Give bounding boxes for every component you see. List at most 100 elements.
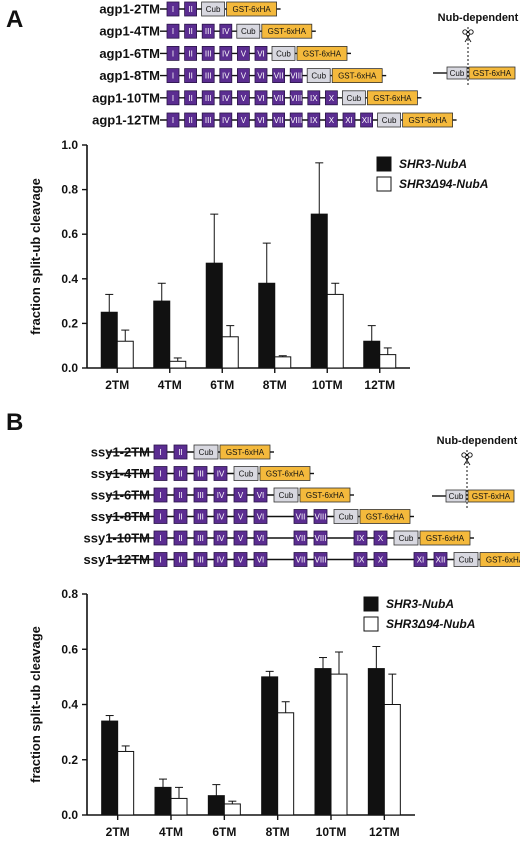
- tm-segment-box: [253, 552, 268, 567]
- bar-shr3-nuba: [367, 668, 385, 816]
- tm-segment-label: III: [205, 72, 212, 81]
- y-tick-label: 0.6: [61, 642, 78, 656]
- cub-box: [236, 23, 261, 39]
- tm-segment-label: VII: [274, 94, 284, 103]
- cub-label: Cub: [279, 491, 294, 500]
- x-tick-label: 6TM: [210, 378, 234, 392]
- gst-6xha-label: GST-6xHA: [306, 491, 345, 500]
- gst-6xha-label: GST-6xHA: [373, 94, 412, 103]
- x-tick-label: 8TM: [266, 825, 290, 839]
- tm-segment-box: [173, 444, 188, 460]
- bar-shr3d94-nuba: [379, 354, 397, 369]
- tm-segment-box: [193, 487, 208, 503]
- tm-segment-label: VII: [274, 72, 284, 81]
- tm-segment-label: V: [241, 116, 247, 125]
- tm-segment-box: [254, 46, 268, 61]
- tm-segment-label: XI: [417, 556, 425, 565]
- tm-segment-box: [324, 90, 338, 106]
- tm-segment-label: III: [197, 470, 204, 479]
- x-tick-label: 10TM: [312, 378, 343, 392]
- x-tick-label: 12TM: [369, 825, 400, 839]
- x-tick-label: 4TM: [159, 825, 183, 839]
- tm-segment-label: IV: [222, 94, 230, 103]
- tm-segment-label: IV: [222, 49, 230, 58]
- cub-box: [341, 90, 366, 106]
- cub-label: Cub: [241, 27, 256, 36]
- x-tick-label: 12TM: [364, 378, 395, 392]
- tm-segment-box: [293, 509, 308, 524]
- tm-segment-label: III: [205, 49, 212, 58]
- tm-segment-box: [219, 90, 233, 106]
- tm-segment-box: [236, 112, 250, 128]
- cub-label: Cub: [399, 534, 414, 543]
- tm-segment-label: XII: [436, 556, 446, 565]
- tm-segment-box: [233, 509, 248, 524]
- tm-segment-label: III: [205, 27, 212, 36]
- gst-6xha-label: GST-6xHA: [486, 556, 520, 565]
- bar-shr3-nuba: [101, 720, 119, 816]
- tm-segment-box: [153, 509, 168, 524]
- tm-segment-label: I: [159, 513, 161, 522]
- y-tick-label: 0.8: [61, 183, 78, 197]
- bar-shr3d94-nuba: [117, 750, 135, 816]
- tm-segment-box: [307, 90, 321, 106]
- gst-6xha-label: GST-6xHA: [408, 116, 447, 125]
- bar-shr3d94-nuba: [116, 340, 134, 369]
- tm-segment-label: VI: [257, 72, 265, 81]
- tm-segment-label: VI: [257, 94, 265, 103]
- legend-swatch: [363, 596, 379, 612]
- tm-segment-label: XI: [345, 116, 353, 125]
- tm-segment-label: I: [159, 534, 161, 543]
- tm-segment-label: VI: [257, 534, 265, 543]
- bar-shr3-nuba: [314, 668, 332, 816]
- cub-box: [377, 112, 402, 128]
- tm-segment-box: [219, 112, 233, 128]
- bar-shr3-nuba: [205, 262, 223, 369]
- construct-label: agp1-8TM: [99, 68, 160, 83]
- tm-segment-box: [373, 552, 388, 567]
- tm-segment-box: [272, 112, 286, 128]
- tm-segment-box: [236, 90, 250, 106]
- nub-inset-cub-box: [445, 489, 467, 503]
- tm-segment-label: IX: [357, 556, 365, 565]
- tm-segment-label: IV: [217, 556, 225, 565]
- tm-segment-box: [166, 112, 180, 128]
- bar-shr3d94-nuba: [223, 803, 241, 816]
- legend-label: SHR3-NubA: [399, 157, 467, 171]
- tm-segment-box: [413, 552, 428, 567]
- nub-inset-cub-label: Cub: [449, 492, 464, 501]
- tm-segment-label: II: [188, 94, 192, 103]
- tm-segment-box: [289, 68, 303, 83]
- tm-segment-label: X: [329, 116, 335, 125]
- cub-label: Cub: [206, 5, 221, 14]
- tm-segment-box: [313, 530, 328, 546]
- tm-segment-box: [201, 112, 215, 128]
- tm-segment-label: V: [238, 556, 244, 565]
- tm-segment-label: II: [188, 49, 192, 58]
- nub-inset-gst-box: [467, 489, 515, 503]
- x-tick-label: 2TM: [106, 825, 130, 839]
- tm-segment-box: [153, 444, 168, 460]
- cub-box: [233, 466, 259, 481]
- tm-segment-label: I: [159, 470, 161, 479]
- tm-segment-box: [254, 112, 268, 128]
- tm-segment-label: X: [378, 534, 384, 543]
- scissors-icon: [461, 452, 473, 466]
- tm-segment-box: [184, 90, 198, 106]
- tm-segment-box: [236, 68, 250, 83]
- bar-shr3-nuba: [100, 311, 118, 369]
- cub-box: [453, 552, 479, 567]
- tm-segment-label: III: [205, 94, 212, 103]
- x-tick-label: 6TM: [212, 825, 236, 839]
- panel-b-letter: B: [6, 409, 23, 436]
- tm-segment-box: [360, 112, 374, 128]
- tm-segment-box: [153, 466, 168, 481]
- tm-segment-label: IV: [217, 470, 225, 479]
- tm-segment-box: [353, 552, 368, 567]
- tm-segment-box: [289, 112, 303, 128]
- y-tick-label: 0.0: [61, 808, 78, 822]
- y-axis-label: fraction split-ub cleavage: [28, 626, 43, 783]
- tm-segment-label: VI: [257, 49, 265, 58]
